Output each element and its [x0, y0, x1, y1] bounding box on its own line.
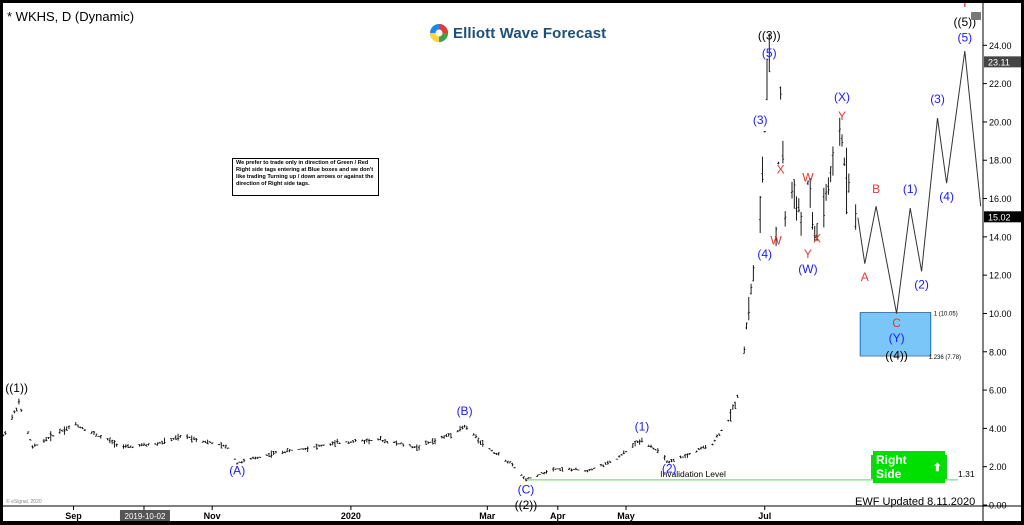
price-chart[interactable]: 0.00 2.00 4.00 6.00 8.00 10.00 12.00 14.00 16.00…: [3, 3, 1021, 521]
wave-label: (Y): [889, 331, 905, 345]
y-tick-label: 10.00: [989, 309, 1012, 319]
y-tick-label: 14.00: [989, 232, 1012, 242]
wave-label: I: [963, 3, 967, 10]
y-tick-label: 4.00: [989, 424, 1007, 434]
wave-label: (2): [914, 278, 929, 292]
right-side-label: Right Side: [876, 453, 907, 481]
wave-label: (3): [930, 92, 945, 106]
x-tick-label: Sep: [65, 511, 82, 521]
x-tick-label: Jul: [758, 511, 771, 521]
y-tick-label: 24.00: [989, 41, 1012, 51]
wave-label: W: [770, 234, 782, 248]
up-arrow-icon: ⬆: [932, 461, 942, 474]
wave-label: (1): [903, 182, 918, 196]
x-tick-label: May: [617, 511, 635, 521]
wave-label: ((2)): [515, 498, 538, 512]
blue-box-upper-label: 1 (10.05): [934, 312, 958, 318]
current-price-marker: [984, 211, 1021, 223]
wave-label: (5): [762, 46, 777, 60]
wave-label: (C): [518, 483, 535, 497]
y-tick-label: 18.00: [989, 156, 1012, 166]
wave-label: (4): [939, 189, 954, 203]
wave-label: (5): [957, 30, 972, 44]
wave-label: (W): [798, 262, 817, 276]
blue-box: [859, 312, 932, 357]
max-price-label: 23.11: [988, 57, 1010, 67]
y-tick-label: 0.00: [989, 501, 1007, 511]
wave-label: (2): [662, 461, 677, 475]
y-tick-label: 12.00: [989, 271, 1012, 281]
chart-title: * WKHS, D (Dynamic): [7, 9, 135, 24]
wave-label: X: [777, 163, 785, 177]
wave-label: ((5)): [953, 15, 976, 29]
invalidation-value-label: 1.31: [958, 469, 975, 479]
wave-label: ((1)): [5, 381, 28, 395]
y-tick-label: 16.00: [989, 194, 1012, 204]
max-price-marker: [984, 56, 1021, 68]
wave-label: Y: [804, 247, 812, 261]
copyright-label: © eSignal, 2020: [6, 498, 42, 505]
wave-label: C: [892, 316, 901, 330]
wave-label: (4): [757, 247, 772, 261]
x-tick-label: Mar: [479, 511, 496, 521]
x-highlight-box: [119, 510, 170, 521]
wave-label: ((3)): [758, 29, 781, 43]
y-tick-label: 8.00: [989, 347, 1007, 357]
current-price-label: 15.02: [988, 212, 1011, 222]
wave-label: ((4)): [885, 348, 908, 362]
x-tick-label: Apr: [550, 511, 566, 521]
y-tick-label: 20.00: [989, 117, 1012, 127]
x-tick-label: 2020: [341, 511, 361, 521]
wave-label: A: [861, 270, 869, 284]
wave-label: (1): [635, 419, 650, 433]
projection-path: [857, 51, 982, 314]
trading-note: We prefer to trade only in direction of …: [232, 158, 379, 196]
blue-box-lower-label: 1.236 (7.78): [929, 355, 961, 361]
y-tick-label: 2.00: [989, 462, 1007, 472]
wave-label: W: [802, 170, 814, 184]
x-tick-label: 2019-10-02: [125, 512, 166, 521]
camera-icon[interactable]: [971, 12, 981, 20]
wave-label: X: [813, 232, 821, 246]
y-tick-label: 6.00: [989, 386, 1007, 396]
wave-label: Y: [838, 109, 846, 123]
wave-label: (B): [457, 404, 473, 418]
wave-label: B: [872, 182, 880, 196]
x-tick-label: Nov: [204, 511, 221, 521]
ewf-logo-icon: [430, 24, 448, 42]
updated-label: EWF Updated 8.11.2020: [855, 496, 976, 508]
wave-label: (X): [834, 90, 850, 104]
y-tick-label: 22.00: [989, 79, 1012, 89]
chart-panel: 0.00 2.00 4.00 6.00 8.00 10.00 12.00 14.00 16.00…: [3, 3, 1021, 521]
wave-label: (3): [753, 113, 768, 127]
ewf-logo: Elliott Wave Forecast: [429, 20, 606, 46]
invalidation-label: Invalidation Level: [660, 469, 726, 479]
wave-label: (A): [229, 463, 245, 477]
right-side-tag: Right Side ⬆: [871, 451, 947, 483]
ewf-logo-text: Elliott Wave Forecast: [453, 24, 607, 42]
